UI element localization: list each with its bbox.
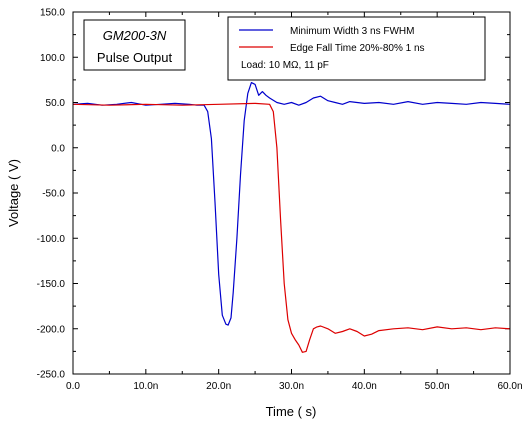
legend-note-load: Load: 10 MΩ, 11 pF bbox=[241, 60, 329, 71]
legend: Minimum Width 3 ns FWHM Edge Fall Time 2… bbox=[227, 16, 486, 81]
x-tick-label: 0.0 bbox=[66, 381, 80, 392]
x-tick-label: 30.0n bbox=[279, 381, 304, 392]
y-tick-label: 150.0 bbox=[40, 8, 65, 19]
series-edge-fall-time-line bbox=[72, 102, 511, 353]
x-tick-labels: 0.0 10.0n 20.0n 30.0n 40.0n 50.0n 60.0n bbox=[66, 381, 522, 392]
y-tick-label: -150.0 bbox=[37, 279, 66, 290]
title-box-frame bbox=[83, 19, 186, 71]
x-tick-label: 60.0n bbox=[497, 381, 522, 392]
series-lines bbox=[72, 82, 511, 353]
plot-frame bbox=[72, 11, 511, 375]
x-tick-label: 20.0n bbox=[206, 381, 231, 392]
legend-label-minimum-width: Minimum Width 3 ns FWHM bbox=[290, 26, 414, 37]
y-tick-label: -250.0 bbox=[37, 370, 66, 381]
y-tick-labels: 150.0 100.0 50.0 0.0 -50.0 -100.0 -150.0 -200.0… bbox=[37, 8, 66, 381]
x-tick-label: 10.0n bbox=[133, 381, 158, 392]
legend-label-edge-fall-time: Edge Fall Time 20%-80% 1 ns bbox=[290, 43, 425, 54]
y-tick-label: 50.0 bbox=[46, 98, 66, 109]
y-tick-label: 0.0 bbox=[51, 143, 65, 154]
x-axis-label: Time ( s) bbox=[266, 404, 317, 419]
legend-frame bbox=[227, 16, 486, 81]
x-tick-label: 40.0n bbox=[352, 381, 377, 392]
y-axis-label: Voltage ( V) bbox=[6, 159, 21, 227]
y-tick-label: -100.0 bbox=[37, 234, 66, 245]
x-tick-label: 50.0n bbox=[425, 381, 450, 392]
title-box: GM200-3N Pulse Output bbox=[83, 19, 186, 71]
y-tick-label: -50.0 bbox=[42, 189, 65, 200]
title-box-line2: Pulse Output bbox=[97, 50, 173, 65]
y-tick-label: -200.0 bbox=[37, 324, 66, 335]
title-box-line1: GM200-3N bbox=[103, 28, 167, 43]
y-tick-label: 100.0 bbox=[40, 53, 65, 64]
